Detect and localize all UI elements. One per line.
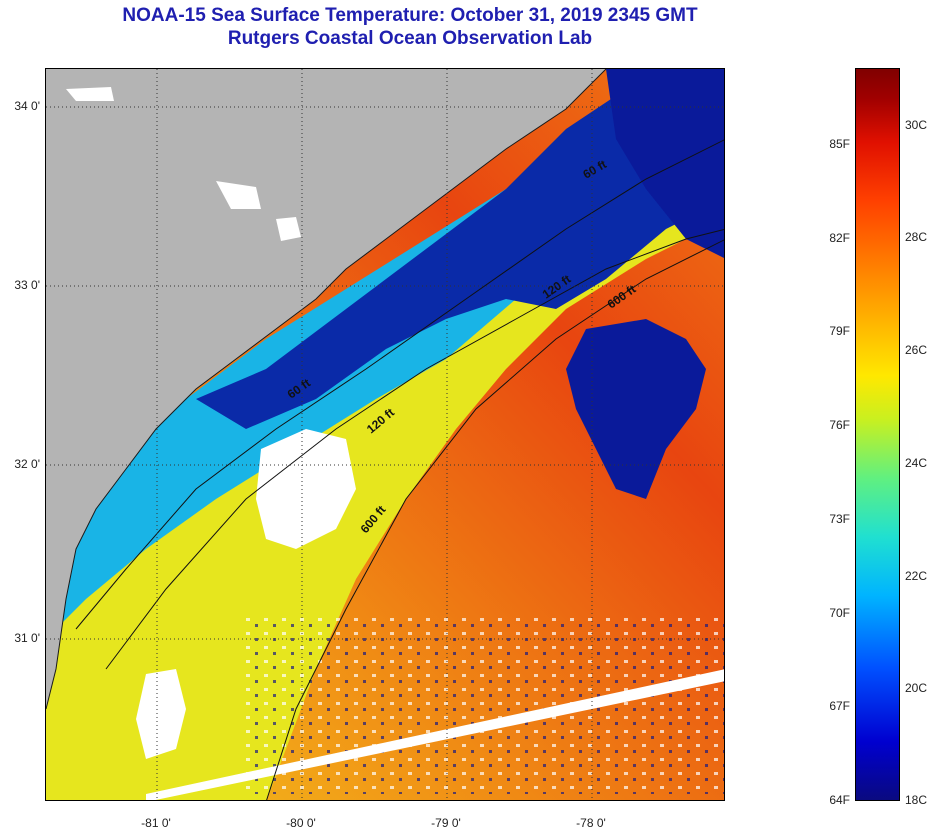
colorbar-f-label: 64F — [829, 793, 850, 807]
colorbar-c-label: 20C — [905, 681, 928, 695]
colorbar-c-label: 28C — [905, 230, 928, 244]
cloud — [136, 669, 186, 759]
cloud — [216, 181, 261, 209]
lon-label: -80 0' — [286, 816, 316, 830]
sst-map: 60 ft 120 ft 600 ft 60 ft 120 ft 600 ft — [45, 68, 725, 801]
colorbar-c-label: 30C — [905, 118, 928, 132]
colorbar-f-label: 82F — [829, 231, 850, 245]
coastline — [46, 69, 607, 710]
colorbar-f-label: 76F — [829, 418, 850, 432]
chart-title: NOAA-15 Sea Surface Temperature: October… — [122, 5, 698, 26]
cloud — [66, 87, 114, 101]
colorbar-f-label: 79F — [829, 324, 850, 338]
lon-label: -78 0' — [576, 816, 606, 830]
cold-northeast — [606, 69, 724, 258]
shelf-water-yellow — [46, 179, 724, 800]
cloud — [256, 429, 356, 549]
chart-subtitle: Rutgers Coastal Ocean Observation Lab — [227, 28, 593, 49]
graticule — [46, 69, 724, 800]
contour-60ft — [75, 139, 724, 630]
colorbar-f-label: 67F — [829, 699, 850, 713]
lat-label: 34 0' — [14, 99, 40, 113]
temperature-colorbar — [855, 68, 900, 801]
scan-gap — [146, 669, 724, 800]
lat-label: 31 0' — [14, 631, 40, 645]
colorbar-c-label: 26C — [905, 343, 928, 357]
lat-label: 33 0' — [14, 278, 40, 292]
contour-600ft — [266, 239, 724, 800]
colorbar-c-label: 24C — [905, 456, 928, 470]
sst-map-image: 60 ft 120 ft 600 ft 60 ft 120 ft 600 ft — [46, 69, 724, 800]
lon-label: -81 0' — [141, 816, 171, 830]
lon-label: -79 0' — [431, 816, 461, 830]
colorbar-f-label: 73F — [829, 512, 850, 526]
colorbar-f-label: 70F — [829, 606, 850, 620]
noise-band — [246, 614, 724, 794]
land — [46, 69, 606, 709]
lat-label: 32 0' — [14, 457, 40, 471]
colorbar-f-label: 85F — [829, 137, 850, 151]
colorbar-c-label: 22C — [905, 569, 928, 583]
colorbar-c-label: 18C — [905, 793, 928, 807]
cold-eddy — [566, 319, 706, 499]
cloud — [276, 217, 301, 241]
contour-120ft — [105, 228, 724, 670]
cold-coastal-water — [196, 69, 724, 429]
